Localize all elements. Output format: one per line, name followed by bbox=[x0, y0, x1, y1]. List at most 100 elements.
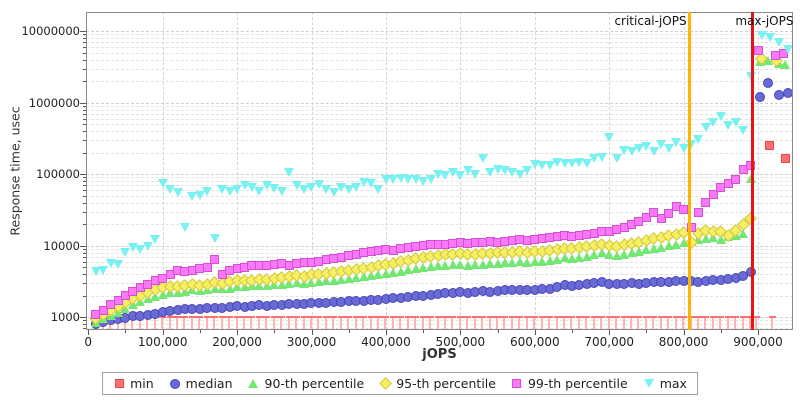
point-90-th percentile bbox=[410, 263, 421, 273]
point-min bbox=[360, 316, 368, 330]
point-max bbox=[217, 185, 228, 195]
h-gridline bbox=[86, 248, 793, 250]
point-min bbox=[635, 316, 643, 330]
point-max bbox=[529, 160, 540, 170]
point-min bbox=[724, 316, 732, 330]
point-max bbox=[596, 153, 607, 163]
point-90-th percentile bbox=[306, 278, 317, 288]
point-min bbox=[233, 316, 241, 330]
y-minor-tick bbox=[83, 190, 86, 191]
min-tee-stem bbox=[168, 318, 171, 330]
point-min bbox=[404, 316, 412, 330]
point-90-th percentile bbox=[157, 289, 168, 299]
y-minor-tick bbox=[83, 267, 86, 269]
min-tee-stem bbox=[615, 318, 618, 330]
max-legend-marker bbox=[643, 379, 654, 388]
legend-label: min bbox=[130, 376, 154, 391]
min-tee-cap bbox=[739, 316, 747, 319]
point-90-th percentile bbox=[276, 279, 287, 289]
point-90-th percentile bbox=[762, 55, 773, 65]
min-tee-cap bbox=[650, 316, 658, 319]
point-min bbox=[598, 316, 606, 330]
min-tee-stem bbox=[600, 318, 603, 330]
min-tee-stem bbox=[220, 318, 223, 330]
min-tee-cap bbox=[709, 316, 717, 319]
y-major-tick bbox=[80, 317, 86, 319]
min-tee-cap bbox=[255, 316, 263, 319]
point-min bbox=[293, 316, 301, 330]
point-min bbox=[196, 316, 204, 330]
min-tee-cap bbox=[724, 316, 732, 319]
h-gridline bbox=[86, 31, 793, 33]
point-max bbox=[321, 185, 332, 195]
x-minor-tick bbox=[497, 330, 499, 333]
point-90-th percentile bbox=[529, 257, 540, 267]
point-min bbox=[753, 316, 761, 330]
point-max bbox=[522, 166, 533, 176]
min-tee-stem bbox=[518, 318, 521, 330]
point-max bbox=[261, 180, 272, 190]
point-min bbox=[255, 316, 263, 330]
point-90-th percentile bbox=[142, 294, 153, 304]
min-tee-cap bbox=[307, 316, 315, 319]
point-max bbox=[105, 258, 116, 268]
y-major-tick bbox=[80, 174, 86, 176]
x-tick-label: 0 bbox=[84, 335, 92, 349]
min-tee-stem bbox=[622, 318, 625, 330]
90-th percentile-legend-marker bbox=[248, 379, 259, 388]
point-99-th percentile bbox=[754, 45, 764, 55]
y-minor-tick bbox=[83, 113, 86, 115]
point-max bbox=[604, 133, 615, 143]
x-major-tick bbox=[385, 330, 387, 335]
critical-jOPS-line bbox=[688, 12, 692, 330]
point-90-th percentile bbox=[633, 246, 644, 256]
x-tick-label: 700,000 bbox=[584, 335, 634, 349]
x-tick-label: 200,000 bbox=[212, 335, 262, 349]
point-90-th percentile bbox=[738, 228, 749, 238]
point-max bbox=[447, 168, 458, 178]
min-tee-stem bbox=[429, 318, 432, 330]
y-minor-tick bbox=[83, 274, 86, 276]
point-max bbox=[678, 143, 689, 153]
point-90-th percentile bbox=[433, 261, 443, 271]
min-tee-cap bbox=[471, 316, 479, 319]
min-tee-stem bbox=[272, 318, 275, 330]
y-minor-tick bbox=[83, 131, 86, 133]
point-90-th percentile bbox=[641, 245, 652, 255]
min-legend-marker bbox=[114, 379, 124, 388]
h-gridline bbox=[86, 124, 793, 126]
v-gridline bbox=[385, 12, 387, 330]
point-max bbox=[113, 260, 123, 270]
point-max bbox=[492, 165, 503, 175]
h-gridline bbox=[86, 81, 793, 83]
min-tee-stem bbox=[250, 318, 253, 330]
point-max bbox=[544, 161, 555, 171]
min-tee-stem bbox=[458, 318, 461, 330]
y-minor-tick bbox=[83, 59, 86, 61]
y-major-tick bbox=[80, 245, 86, 247]
y-tick-label: 100000 bbox=[36, 167, 80, 182]
min-tee-cap bbox=[628, 316, 635, 319]
point-99-th percentile bbox=[664, 209, 674, 219]
point-max bbox=[782, 45, 793, 55]
point-min bbox=[307, 316, 315, 330]
point-90-th percentile bbox=[700, 233, 711, 243]
point-90-th percentile bbox=[328, 275, 339, 285]
point-99-th percentile bbox=[693, 208, 703, 218]
y-axis-title: Response time, usec bbox=[7, 106, 23, 236]
min-tee-cap bbox=[732, 316, 740, 319]
y-minor-tick bbox=[83, 140, 86, 141]
min-tee-stem bbox=[235, 318, 238, 330]
point-max bbox=[611, 154, 622, 164]
point-median bbox=[762, 77, 773, 88]
point-max bbox=[343, 185, 354, 195]
y-major-tick bbox=[80, 31, 86, 33]
min-tee-stem bbox=[436, 318, 439, 330]
diamond-legend-icon bbox=[378, 377, 392, 390]
min-tee-cap bbox=[441, 316, 449, 319]
y-minor-tick bbox=[83, 42, 86, 44]
point-min bbox=[159, 316, 167, 330]
min-tee-stem bbox=[592, 318, 595, 330]
point-90-th percentile bbox=[619, 250, 630, 260]
min-tee-stem bbox=[421, 318, 424, 330]
